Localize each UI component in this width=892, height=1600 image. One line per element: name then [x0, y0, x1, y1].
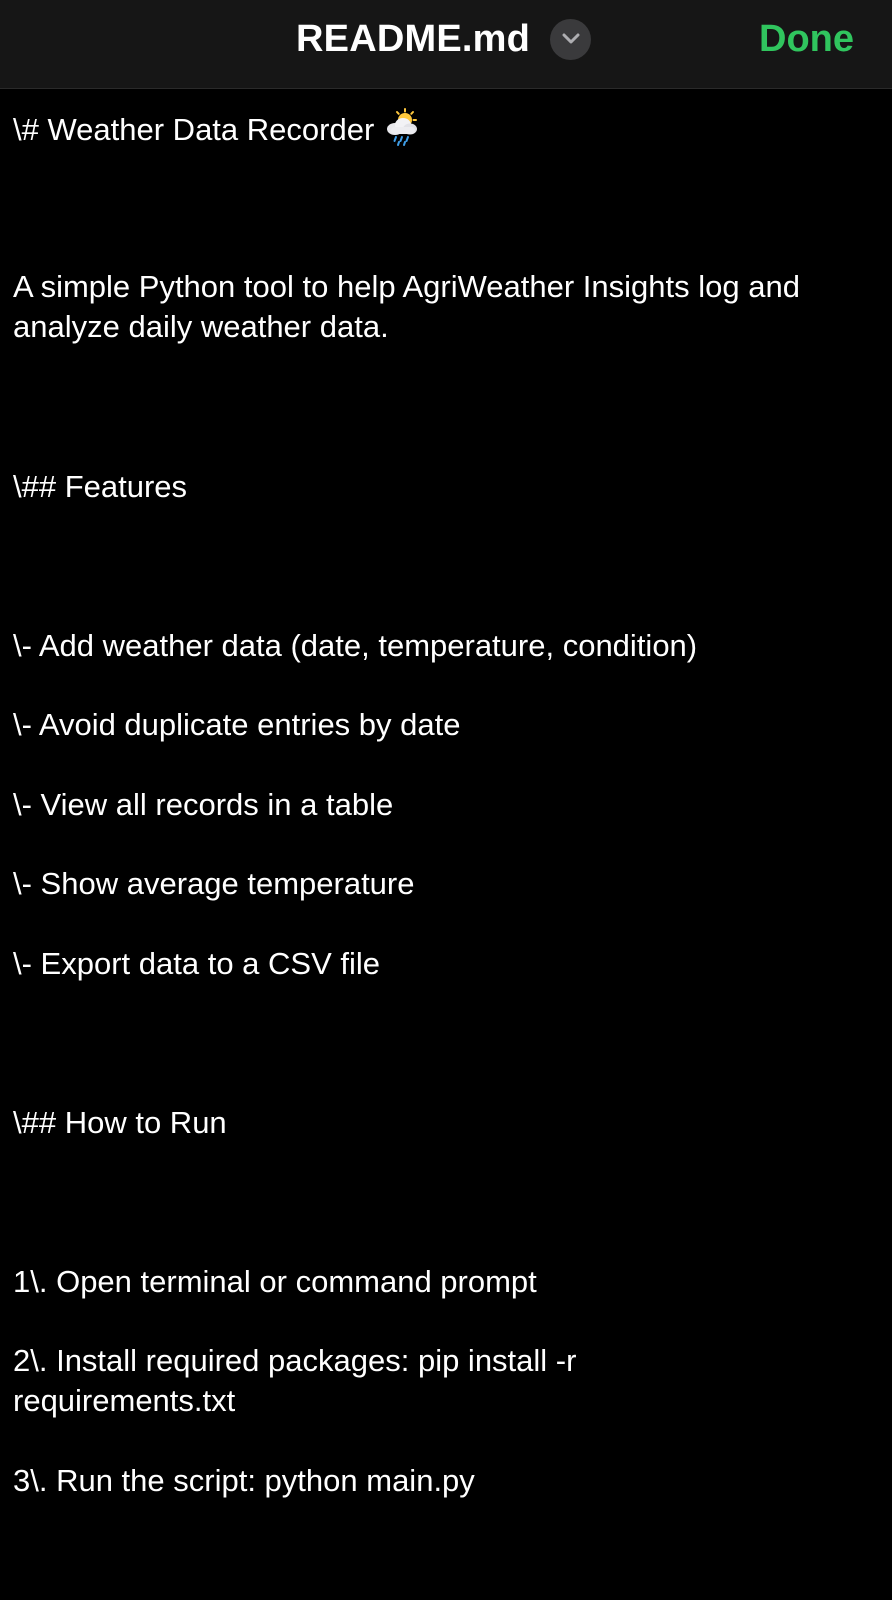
text-editor[interactable]: \# Weather Data Recorder A simple Python… [0, 89, 892, 1600]
editor-line-heading-how-to-run: \## How to Run [13, 1105, 227, 1140]
editor-line-step-2: 2\. Install required packages: pip insta… [13, 1343, 586, 1418]
editor-line-step-3: 3\. Run the script: python main.py [13, 1463, 475, 1498]
editor-line-feature-3: \- View all records in a table [13, 787, 394, 822]
editor-line-heading-1: \# Weather Data Recorder [13, 108, 873, 150]
editor-line-paragraph: A simple Python tool to help AgriWeather… [13, 269, 809, 344]
editor-line-step-1: 1\. Open terminal or command prompt [13, 1264, 537, 1299]
editor-line-feature-5: \- Export data to a CSV file [13, 946, 381, 981]
title-menu-button[interactable] [550, 18, 592, 60]
chevron-down-icon [562, 33, 580, 44]
navigation-bar: README.md Done [0, 0, 892, 89]
editor-line-feature-4: \- Show average temperature [13, 866, 415, 901]
editor-line-feature-2: \- Avoid duplicate entries by date [13, 707, 461, 742]
document-title[interactable]: README.md [296, 18, 531, 60]
sun-behind-rain-cloud-emoji [387, 108, 418, 146]
editor-line-heading-features: \## Features [13, 469, 188, 504]
done-button[interactable]: Done [759, 18, 854, 60]
title-menu[interactable]: README.md [296, 14, 592, 64]
editor-line-feature-1: \- Add weather data (date, temperature, … [13, 628, 698, 663]
line-text: \# Weather Data Recorder [13, 112, 375, 147]
